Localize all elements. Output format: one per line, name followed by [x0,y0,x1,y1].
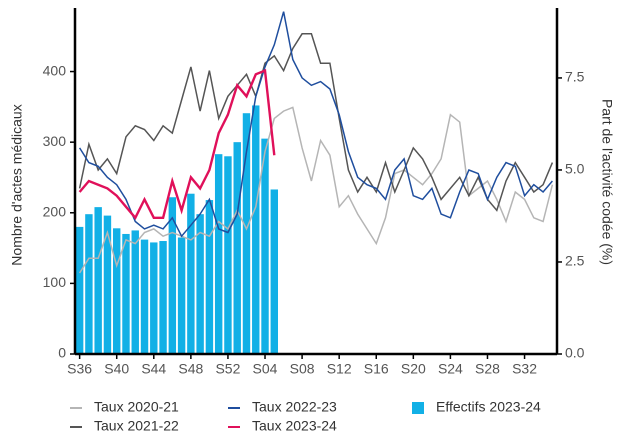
bar [233,142,241,354]
y2-tick-label: 7.5 [565,69,585,85]
legend-swatch [412,402,424,414]
bar [131,230,139,354]
line-series [78,68,276,220]
x-tick-label: S32 [512,361,537,377]
bar [150,242,158,354]
x-tick-label: S20 [401,361,426,377]
x-tick-label: S24 [438,361,463,377]
x-tick-label: S28 [475,361,500,377]
y2-tick-label: 0.0 [565,345,585,361]
x-tick-label: S04 [253,361,278,377]
bar [214,154,223,354]
bar [224,156,232,354]
legend-label: Taux 2020-21 [94,399,179,415]
bar [168,197,177,354]
bar [187,193,195,354]
bar [270,189,278,354]
bar [159,241,167,354]
legend-label: Effectifs 2023-24 [436,399,541,415]
bar [242,113,251,354]
legend-label: Taux 2022-23 [252,399,337,415]
y-tick-label: 300 [43,133,67,149]
bar [103,215,112,354]
bar [113,228,121,354]
x-tick-label: S52 [215,361,240,377]
y2-tick-label: 5.0 [565,161,585,177]
y-tick-label: 0 [58,345,66,361]
x-tick-label: S48 [178,361,203,377]
legend-label: Taux 2023-24 [252,418,337,434]
x-tick-label: S44 [141,361,166,377]
bar [205,200,214,354]
bar [252,105,260,354]
y-tick-label: 200 [43,203,67,219]
bar [122,233,130,354]
bar [94,207,102,354]
x-tick-label: S40 [104,361,129,377]
line-series [78,33,554,212]
y-tick-label: 400 [43,62,67,78]
bar [177,237,186,354]
y-tick-label: 100 [43,274,67,290]
bar [75,226,84,354]
bar [85,214,93,354]
bar [140,239,149,354]
x-tick-label: S16 [364,361,389,377]
line-series [78,106,554,274]
legend-label: Taux 2021-22 [94,418,179,434]
y2-axis-label: Part de l'activité codée (%) [599,99,615,265]
x-tick-label: S08 [290,361,315,377]
x-tick-label: S12 [327,361,352,377]
x-tick-label: S36 [67,361,92,377]
bar [261,138,269,354]
line-series [78,11,553,238]
bar [196,214,204,354]
y-axis-label: Nombre d'actes médicaux [9,104,25,265]
y2-tick-label: 2.5 [565,253,585,269]
